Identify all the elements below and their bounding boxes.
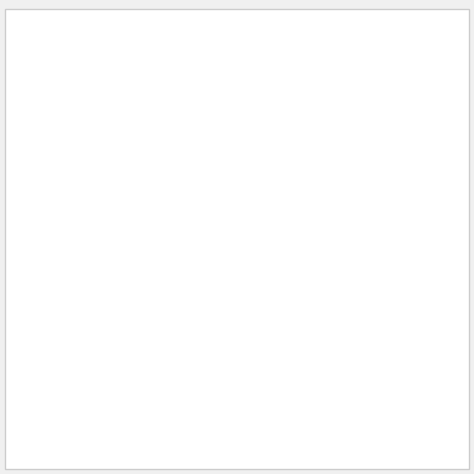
Text: -ate: -ate [29, 154, 64, 169]
Text: Glyceraldehyde
3-phosphate: Glyceraldehyde 3-phosphate [195, 374, 328, 407]
FancyBboxPatch shape [24, 365, 157, 416]
Text: Fructose 6-phosphate: Fructose 6-phosphate [150, 189, 337, 204]
FancyBboxPatch shape [142, 28, 249, 87]
Text: -cerate: -cerate [25, 229, 86, 245]
FancyBboxPatch shape [19, 136, 73, 187]
Text: A: A [402, 315, 411, 329]
Text: PGK: PGK [110, 340, 142, 354]
FancyBboxPatch shape [19, 287, 118, 338]
Text: -oglycerate: -oglycerate [19, 305, 117, 320]
Text: +2 NADH: +2 NADH [101, 393, 167, 407]
Text: – ATP: – ATP [139, 86, 176, 100]
Text: HK: HK [246, 81, 271, 96]
Text: Glucose: Glucose [149, 47, 242, 67]
Text: PFK: PFK [321, 230, 354, 246]
Text: Fructose 1,6-bisph: Fructose 1,6-bisph [226, 260, 385, 275]
Text: Glucose 6-phosphate: Glucose 6-phosphate [171, 116, 352, 131]
Text: PGM: PGM [42, 269, 77, 283]
FancyBboxPatch shape [221, 242, 390, 293]
FancyBboxPatch shape [155, 171, 333, 223]
FancyBboxPatch shape [19, 211, 91, 263]
Text: – ATP: – ATP [231, 235, 268, 249]
Text: -phosphoglycerate: -phosphoglycerate [10, 383, 171, 398]
Text: TP isomerase: TP isomerase [374, 397, 457, 410]
FancyBboxPatch shape [173, 98, 350, 149]
Text: PGI: PGI [262, 152, 284, 166]
FancyBboxPatch shape [184, 360, 339, 421]
Text: GAPDH: GAPDH [111, 369, 167, 383]
Text: ase: ase [42, 198, 66, 212]
